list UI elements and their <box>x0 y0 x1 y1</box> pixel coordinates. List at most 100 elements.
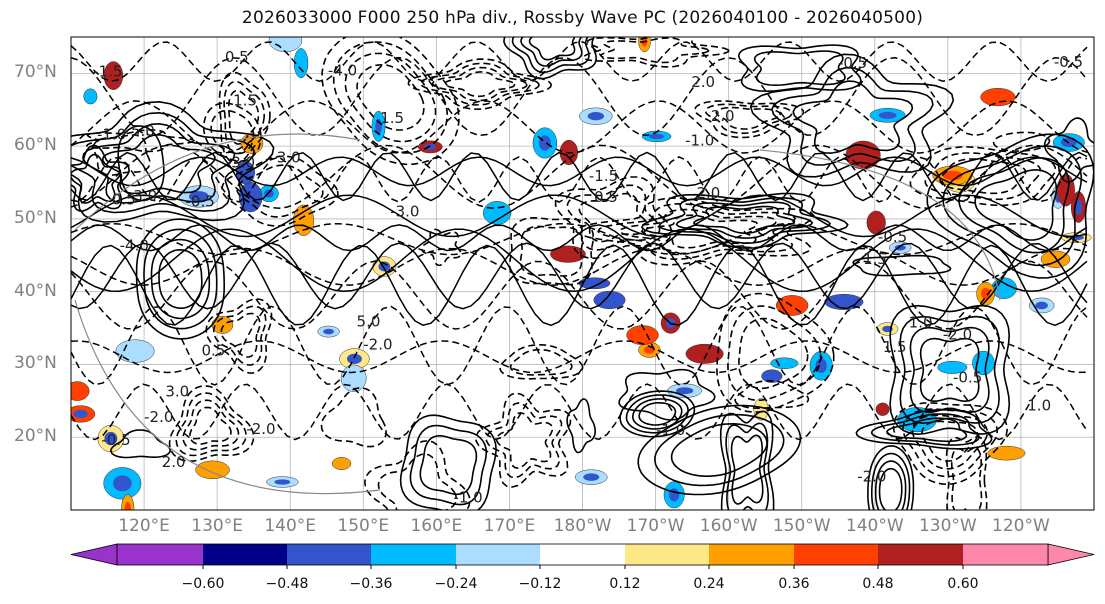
contour-line <box>919 337 980 403</box>
shaded-cell <box>685 343 724 364</box>
contour-value-label: -2.0 <box>144 408 173 426</box>
lon-tick-label: 120°E <box>118 516 170 536</box>
contour-value-label: 0.5 <box>225 48 249 66</box>
lat-tick-label: 60°N <box>14 135 57 156</box>
contour-line <box>992 131 1051 152</box>
contour-value-label: 5.0 <box>357 313 381 331</box>
colorbar-tick-label: 0.36 <box>778 576 810 592</box>
contour-value-label: -0.5 <box>878 228 907 246</box>
shaded-cell-core <box>981 287 991 300</box>
contour-value-label: -0.5 <box>838 54 867 72</box>
contour-line <box>223 80 265 155</box>
contour-line <box>874 460 907 510</box>
contour-line <box>71 194 1088 238</box>
contour-line <box>693 100 805 139</box>
shaded-cell <box>268 37 303 53</box>
contour-value-label: -2.0 <box>857 468 886 486</box>
colorbar-box <box>625 544 709 565</box>
contour-line <box>640 214 759 249</box>
contour-value-label: 2.0 <box>162 453 186 471</box>
contour-line <box>911 414 989 470</box>
shaded-cell-core <box>583 473 600 481</box>
shaded-cell-core <box>1074 199 1083 215</box>
contour-line <box>218 71 271 164</box>
contour-line <box>582 37 730 68</box>
shaded-cell <box>340 364 367 392</box>
contour-line <box>867 445 915 510</box>
contour-line <box>71 242 1088 310</box>
contour-value-label: -1.5 <box>589 167 618 185</box>
lat-tick-label: 30°N <box>14 353 57 374</box>
contour-value-label: 0.5 <box>201 341 225 359</box>
lon-tick-label: 140°W <box>845 516 904 536</box>
shaded-cell <box>115 339 155 363</box>
map-arc <box>74 299 381 495</box>
contour-value-label: -2.0 <box>363 336 392 354</box>
contour-value-label: 1.0 <box>909 314 933 332</box>
contour-line <box>945 435 988 510</box>
shaded-cell-core <box>587 112 605 121</box>
lat-tick-label: 40°N <box>14 280 57 301</box>
contour-line <box>344 52 437 143</box>
colorbar-box <box>709 544 794 565</box>
contour-line <box>738 317 809 390</box>
contour-value-label: -1.0 <box>97 125 126 143</box>
colorbar-tick-label: −0.36 <box>349 576 393 592</box>
colorbar-tick-label: 0.48 <box>862 576 894 592</box>
contour-value-label: 1.5 <box>863 250 887 268</box>
colorbar-box <box>203 544 287 565</box>
contour-line <box>566 184 661 251</box>
contour-value-label: 2.0 <box>711 107 735 125</box>
contour-line <box>202 102 262 162</box>
contour-value-label: 1.5 <box>883 338 907 356</box>
contour-line <box>143 228 218 330</box>
contour-line <box>719 410 775 510</box>
shaded-cell-core <box>1035 301 1048 310</box>
colorbar-tick-label: −0.60 <box>181 576 225 592</box>
lon-tick-label: 120°W <box>992 516 1050 536</box>
lon-tick-label: 130°W <box>918 516 977 536</box>
contour-line <box>332 41 449 154</box>
contour-value-label: 0.5 <box>112 191 136 209</box>
contour-line <box>716 292 835 413</box>
colorbar-tick-label: 0.12 <box>609 576 641 592</box>
contour-line <box>654 413 785 487</box>
contour-line <box>675 201 814 239</box>
lon-tick-label: 180°W <box>553 516 612 536</box>
contour-line <box>168 384 255 463</box>
contour-line <box>221 155 339 227</box>
contour-line <box>511 37 590 74</box>
contour-line <box>921 420 979 462</box>
contour-line <box>670 422 768 477</box>
contour-value-label: -0.5 <box>185 192 214 210</box>
colorbar-outline <box>116 543 1049 566</box>
contour-line <box>618 368 716 421</box>
contour-line <box>399 414 497 510</box>
colorbar-box <box>371 544 456 565</box>
plot-frame <box>70 36 1095 511</box>
contour-line <box>444 71 516 98</box>
contour-value-label: -0.5 <box>1054 53 1083 71</box>
contour-line <box>377 453 458 510</box>
contour-value-label: -0.5 <box>101 431 130 449</box>
shaded-cell <box>83 88 98 105</box>
contour-line <box>71 156 1088 203</box>
contour-line <box>878 467 903 510</box>
contour-line <box>730 434 764 505</box>
shaded-cell <box>71 381 90 401</box>
contour-value-label: -2.0 <box>246 420 275 438</box>
lon-tick-label: 160°E <box>410 516 463 536</box>
contour-line <box>509 348 573 376</box>
contour-line <box>503 37 598 80</box>
colorbar-extend-max <box>1047 543 1095 566</box>
contour-line <box>715 106 781 130</box>
map-arc <box>74 133 361 231</box>
shaded-cell <box>937 360 968 374</box>
lon-tick-label: 160°W <box>699 516 758 536</box>
contour-line <box>597 202 797 261</box>
contour-line <box>974 169 1058 241</box>
shaded-cell <box>195 460 230 480</box>
lon-tick-label: 150°W <box>772 516 831 536</box>
shaded-cell <box>987 445 1026 461</box>
